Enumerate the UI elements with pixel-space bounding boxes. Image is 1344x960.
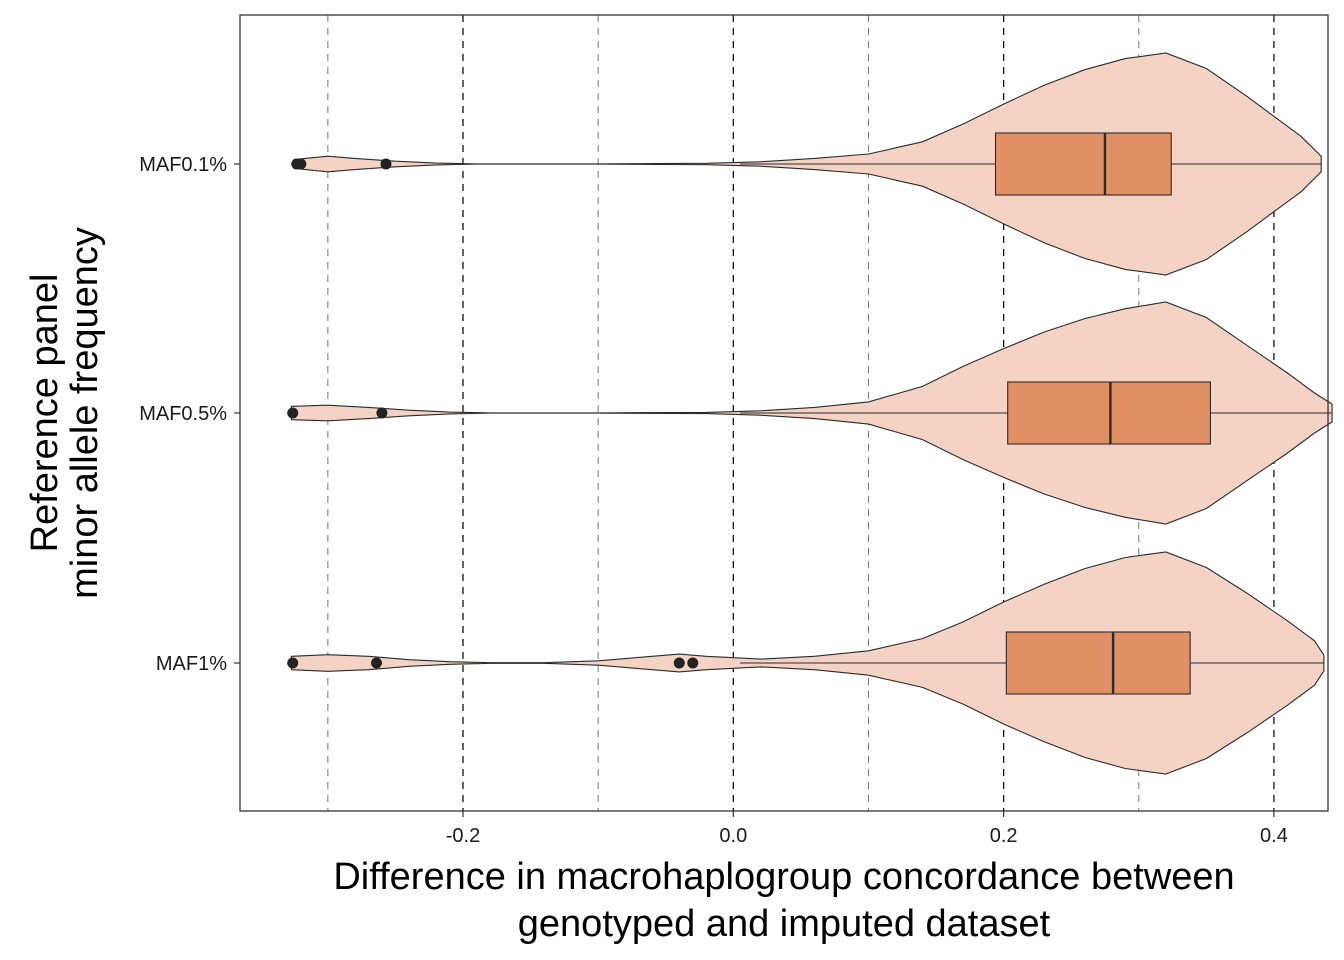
y-tick-label: MAF0.5% (139, 403, 227, 425)
violin-group-MAF0.1% (291, 52, 1322, 276)
outlier-point (287, 657, 299, 669)
x-tick-label: -0.2 (446, 825, 480, 847)
x-axis-title-line-2: genotyped and imputed dataset (518, 903, 1051, 945)
y-axis: MAF0.1% MAF0.5% MAF1% (139, 154, 240, 675)
outlier-point (371, 657, 383, 669)
x-tick-label: 0.4 (1260, 825, 1288, 847)
box-iqr (994, 132, 1172, 196)
outlier-point (687, 657, 699, 669)
y-tick-label: MAF0.1% (139, 154, 227, 176)
x-tick-label: 0.2 (990, 825, 1018, 847)
y-axis-title-line-2: minor allele frequency (64, 227, 106, 599)
box-iqr (1007, 381, 1211, 445)
outlier-point (380, 158, 392, 170)
violins (287, 52, 1333, 775)
box-iqr (1005, 631, 1191, 695)
violin-group-MAF0.5% (287, 301, 1333, 525)
y-axis-title-line-1: Reference panel (24, 274, 66, 553)
outlier-point (295, 158, 307, 170)
x-tick-label: 0.0 (719, 825, 747, 847)
outlier-point (673, 657, 685, 669)
outlier-point (287, 407, 299, 419)
x-axis-title-line-1: Difference in macrohaplogroup concordanc… (333, 856, 1234, 898)
y-tick-label: MAF1% (156, 653, 227, 675)
x-axis: -0.2 0.0 0.2 0.4 (446, 811, 1288, 847)
violin-group-MAF1% (287, 551, 1325, 775)
outlier-point (376, 407, 388, 419)
